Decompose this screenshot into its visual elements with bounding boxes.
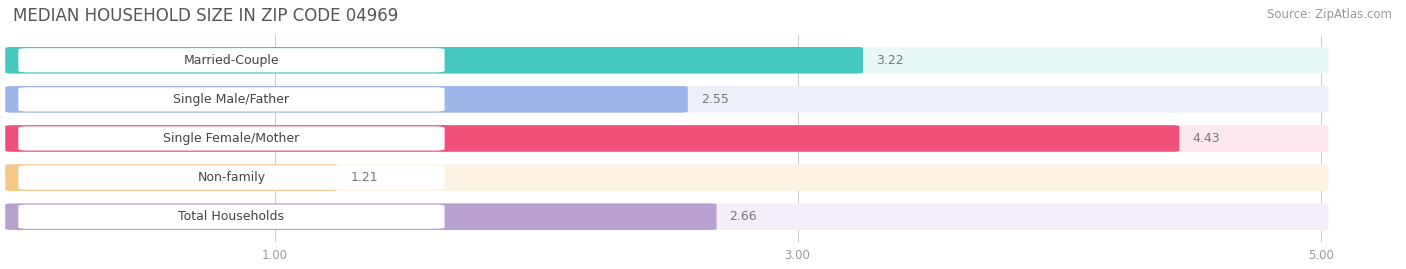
Text: MEDIAN HOUSEHOLD SIZE IN ZIP CODE 04969: MEDIAN HOUSEHOLD SIZE IN ZIP CODE 04969	[13, 7, 398, 25]
FancyBboxPatch shape	[6, 164, 1329, 191]
Text: Single Female/Mother: Single Female/Mother	[163, 132, 299, 145]
Text: 2.55: 2.55	[700, 93, 728, 106]
Text: Married-Couple: Married-Couple	[184, 54, 280, 67]
FancyBboxPatch shape	[6, 125, 1329, 152]
FancyBboxPatch shape	[6, 86, 1329, 113]
Text: Non-family: Non-family	[197, 171, 266, 184]
FancyBboxPatch shape	[18, 48, 444, 72]
Text: Total Households: Total Households	[179, 210, 284, 223]
FancyBboxPatch shape	[18, 87, 444, 111]
Text: Single Male/Father: Single Male/Father	[173, 93, 290, 106]
Text: 2.66: 2.66	[730, 210, 758, 223]
FancyBboxPatch shape	[6, 47, 863, 73]
FancyBboxPatch shape	[6, 203, 1329, 230]
FancyBboxPatch shape	[18, 165, 444, 190]
FancyBboxPatch shape	[6, 203, 717, 230]
FancyBboxPatch shape	[6, 164, 337, 191]
Text: 4.43: 4.43	[1192, 132, 1220, 145]
Text: 3.22: 3.22	[876, 54, 904, 67]
FancyBboxPatch shape	[6, 47, 1329, 73]
FancyBboxPatch shape	[6, 86, 688, 113]
FancyBboxPatch shape	[6, 125, 1180, 152]
FancyBboxPatch shape	[18, 126, 444, 151]
Text: 1.21: 1.21	[350, 171, 378, 184]
Text: Source: ZipAtlas.com: Source: ZipAtlas.com	[1267, 8, 1392, 21]
FancyBboxPatch shape	[18, 204, 444, 229]
